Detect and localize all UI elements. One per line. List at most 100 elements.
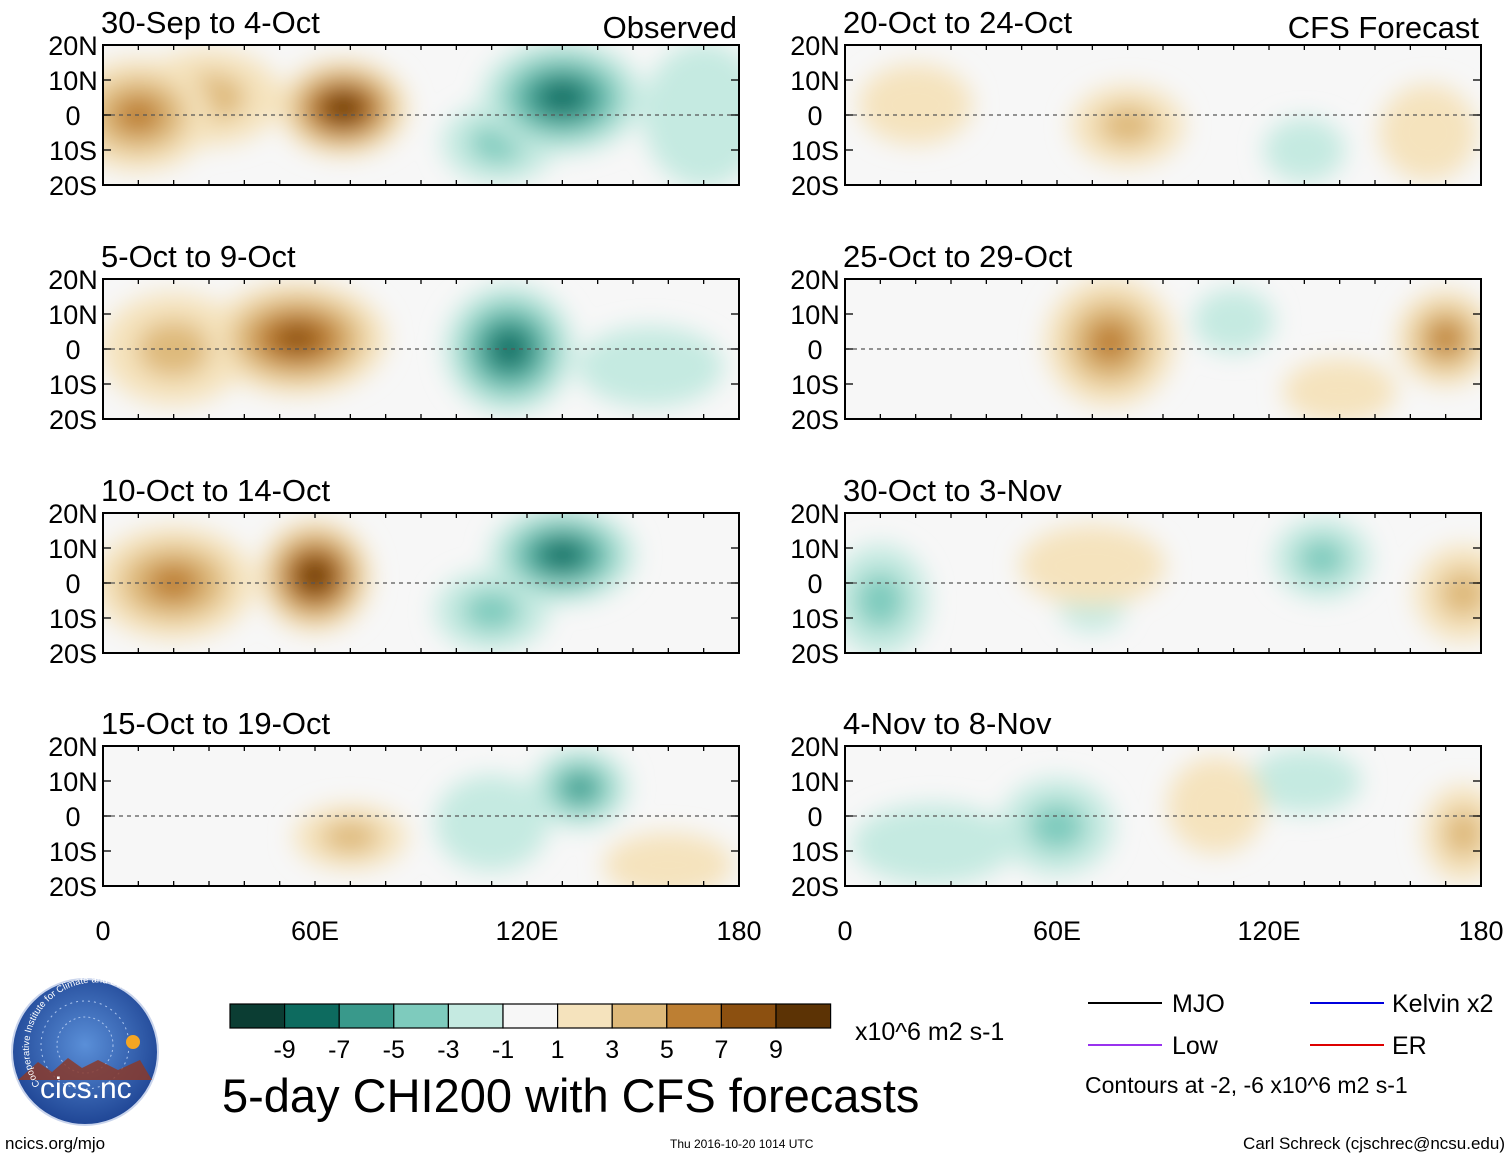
column-header: CFS Forecast xyxy=(1288,10,1480,45)
colorbar-tick-label: 1 xyxy=(551,1036,565,1064)
lat-tick-label: 10S xyxy=(49,370,97,400)
lon-tick-label: 180 xyxy=(1458,916,1503,946)
lat-tick-label: 10S xyxy=(791,136,839,166)
map-panel: 20N 10N 0 10S 20S 25-Oct to 29-Oct xyxy=(790,239,1482,435)
lat-tick-label: 0 xyxy=(807,802,822,832)
anomaly-contour xyxy=(563,774,597,802)
colorbar: -9 -7 -5 -3 -1 1 3 5 7 9 x10^6 m2 s-1 xyxy=(229,1003,1004,1064)
anomaly-contour xyxy=(852,803,1015,885)
lat-tick-label: 10S xyxy=(791,604,839,634)
anomaly-contour xyxy=(855,572,905,629)
anomaly-contour xyxy=(493,332,526,366)
lat-tick-label: 10N xyxy=(48,66,98,96)
panel-date-range: 4-Nov to 8-Nov xyxy=(843,706,1052,741)
map-panel: 20N 10N 0 10S 20S 20-Oct to 24-Oct CFS Forecas… xyxy=(790,5,1482,201)
lat-tick-label: 20N xyxy=(48,31,98,61)
panel-date-range: 10-Oct to 14-Oct xyxy=(101,473,331,508)
lat-tick-label: 10S xyxy=(49,136,97,166)
lon-tick-label: 180 xyxy=(716,916,761,946)
footer-url: ncics.org/mjo xyxy=(5,1134,105,1153)
anomaly-contour xyxy=(1429,322,1462,355)
legend-er-label: ER xyxy=(1392,1032,1427,1060)
anomaly-contour xyxy=(321,820,379,854)
lat-tick-label: 0 xyxy=(65,569,80,599)
legend-mjo-label: MJO xyxy=(1172,990,1225,1018)
lat-tick-label: 0 xyxy=(807,101,822,131)
anomaly-contour xyxy=(146,564,201,602)
colorbar-tick-label: 3 xyxy=(605,1036,619,1064)
colorbar-swatch xyxy=(229,1003,286,1029)
anomaly-contour xyxy=(1379,84,1477,181)
lon-tick-label: 0 xyxy=(837,916,852,946)
lon-tick-label: 120E xyxy=(495,916,558,946)
panel-date-range: 30-Sep to 4-Oct xyxy=(101,5,320,40)
panel-date-range: 20-Oct to 24-Oct xyxy=(843,5,1073,40)
lat-tick-label: 10S xyxy=(791,370,839,400)
lat-tick-label: 20S xyxy=(791,639,839,669)
colorbar-unit: x10^6 m2 s-1 xyxy=(855,1018,1004,1046)
anomaly-contour xyxy=(603,832,734,886)
lat-tick-label: 10S xyxy=(49,837,97,867)
lat-tick-label: 10N xyxy=(48,300,98,330)
colorbar-swatch xyxy=(556,1003,613,1029)
lat-tick-label: 10S xyxy=(49,604,97,634)
anomaly-field xyxy=(293,747,734,886)
cics-logo: cics.nc Cooperative Institute for Climat… xyxy=(11,974,159,1126)
colorbar-swatch xyxy=(775,1003,832,1029)
lat-tick-label: 20S xyxy=(791,872,839,902)
map-panel: 20N 10N 0 10S 20S 5-Oct to 9-Oct xyxy=(48,239,740,435)
line-legend: MJO Kelvin x2 Low ER Contours at -2, -6 … xyxy=(1085,990,1493,1098)
anomaly-contour xyxy=(1088,320,1132,364)
anomaly-contour xyxy=(303,564,327,588)
logo-mountains-icon xyxy=(18,1058,152,1080)
colorbar-swatch xyxy=(666,1003,722,1029)
legend-contour-note: Contours at -2, -6 x10^6 m2 s-1 xyxy=(1085,1072,1408,1098)
lat-tick-label: 20S xyxy=(49,639,97,669)
lon-tick-label: 60E xyxy=(291,916,339,946)
colorbar-swatch xyxy=(611,1003,668,1029)
anomaly-contour xyxy=(1438,569,1481,618)
lat-tick-label: 10N xyxy=(790,66,840,96)
anomaly-contour xyxy=(1193,288,1275,354)
anomaly-contour xyxy=(858,64,973,145)
logo-sun-icon xyxy=(126,1035,140,1049)
anomaly-contour xyxy=(137,320,211,378)
colorbar-tick-label: -7 xyxy=(328,1036,350,1064)
lat-tick-label: 20N xyxy=(48,499,98,529)
lat-tick-label: 10N xyxy=(790,300,840,330)
lat-tick-label: 10N xyxy=(790,767,840,797)
lat-tick-label: 10N xyxy=(48,534,98,564)
lat-tick-label: 0 xyxy=(65,802,80,832)
colorbar-tick-label: -3 xyxy=(437,1036,459,1064)
map-panel: 20N 10N 0 10S 20S 15-Oct to 19-Oct xyxy=(48,706,740,902)
anomaly-contour xyxy=(1099,105,1157,146)
lat-tick-label: 10S xyxy=(791,837,839,867)
colorbar-tick-label: -9 xyxy=(273,1036,295,1064)
anomaly-contour xyxy=(577,326,724,407)
anomaly-contour xyxy=(1282,358,1397,419)
lat-tick-label: 20S xyxy=(49,171,97,201)
lat-tick-label: 20N xyxy=(790,31,840,61)
anomaly-contour xyxy=(1019,525,1166,606)
anomaly-field xyxy=(852,748,1481,885)
lat-tick-label: 0 xyxy=(807,335,822,365)
anomaly-field xyxy=(103,513,636,652)
lat-tick-label: 20N xyxy=(48,265,98,295)
colorbar-tick-label: 7 xyxy=(714,1036,728,1064)
anomaly-contour xyxy=(1167,757,1265,854)
panel-date-range: 30-Oct to 3-Nov xyxy=(843,473,1062,508)
colorbar-swatch xyxy=(720,1003,777,1029)
logo-ring-icon xyxy=(56,1016,114,1074)
map-panel: 20N 10N 0 10S 20S 10-Oct to 14-Oct xyxy=(48,473,740,669)
anomaly-field xyxy=(858,64,1477,183)
logo-circle xyxy=(11,978,159,1126)
colorbar-swatch xyxy=(502,1003,559,1029)
lat-tick-label: 20S xyxy=(791,405,839,435)
anomaly-contour xyxy=(1443,809,1481,858)
lat-tick-label: 20S xyxy=(49,405,97,435)
lat-tick-label: 0 xyxy=(65,101,80,131)
anomaly-contour xyxy=(1028,802,1086,851)
anomaly-contour xyxy=(330,98,357,118)
anomaly-field xyxy=(1045,279,1481,419)
